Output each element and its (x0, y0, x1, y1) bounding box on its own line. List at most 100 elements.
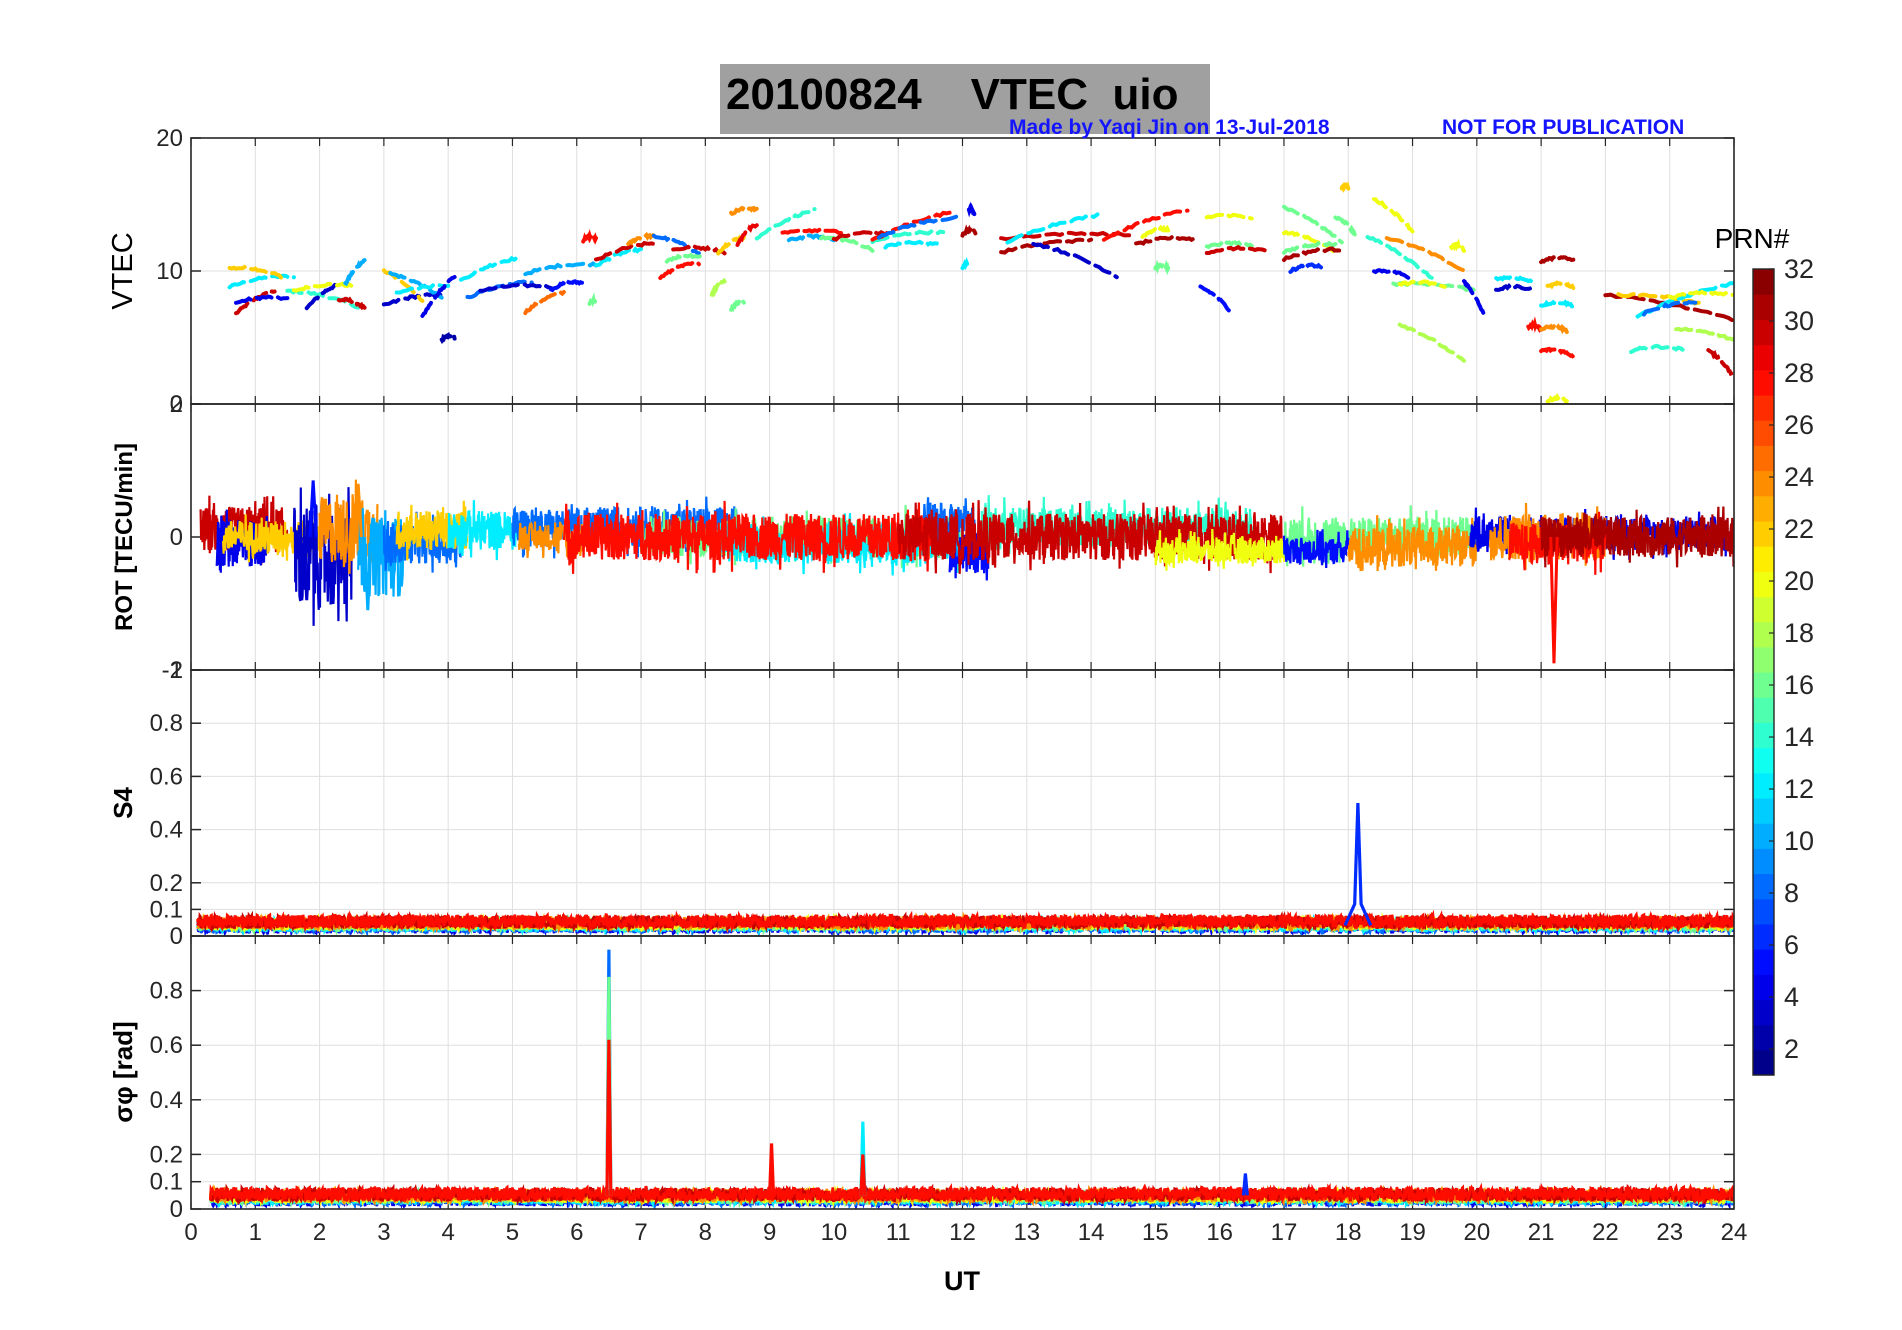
vtec-prn-8 (1642, 299, 1698, 317)
vtec-prn-8 (651, 233, 701, 256)
colorbar-cell (1753, 470, 1774, 497)
y-tick-label: 0.6 (150, 763, 183, 790)
vtec-prn-28 (1101, 208, 1190, 242)
vtec-prn-3 (1494, 282, 1537, 294)
colorbar-cell (1753, 722, 1774, 749)
colorbar-cell (1753, 269, 1774, 295)
vtec-prn-14 (1365, 235, 1434, 280)
y-tick-label: 0 (170, 391, 183, 418)
vtec-prn-28 (1539, 346, 1576, 359)
colorbar-tick-label: 4 (1784, 982, 1799, 1012)
x-tick-label: 15 (1142, 1219, 1169, 1246)
y-axis-label: σφ [rad] (108, 1021, 138, 1122)
vtec-prn-24 (626, 231, 656, 246)
title-date: 20100824 (726, 70, 922, 119)
colorbar-tick-label: 16 (1784, 670, 1814, 700)
colorbar-cell (1753, 445, 1774, 472)
rot-prn-8 (382, 511, 463, 573)
vtec-prn-30 (1706, 348, 1734, 379)
vtec-prn-3 (1031, 241, 1119, 280)
colorbar-cell (1753, 546, 1774, 572)
colorbar-tick-label: 28 (1784, 358, 1814, 388)
colorbar-cell (1753, 394, 1774, 421)
s4-prn-28 (196, 909, 1734, 933)
vtec-prn-25 (523, 289, 566, 316)
colorbar-tick-label: 8 (1784, 878, 1799, 908)
colorbar-cell (1753, 596, 1774, 623)
colorbar-cell (1753, 747, 1774, 774)
colorbar-cell (1753, 571, 1774, 598)
vtec-prn-20 (1372, 197, 1415, 234)
x-tick-label: 16 (1206, 1219, 1233, 1246)
vtec-prn-10 (786, 233, 836, 243)
y-tick-label: -2 (162, 657, 183, 684)
rot-spike-prn-28 (1549, 536, 1559, 664)
vtec-prn-5 (1198, 284, 1235, 317)
vtec-prn-10 (388, 271, 444, 300)
vtec-prn-20 (1397, 279, 1447, 289)
colorbar-cell (1753, 294, 1774, 320)
x-axis-label: UT (944, 1266, 980, 1296)
x-tick-label: 22 (1592, 1219, 1619, 1246)
y-tick-label: 0 (170, 1196, 183, 1223)
colorbar-cell (1753, 999, 1774, 1026)
vtec-prn-12 (1635, 281, 1734, 319)
x-tick-label: 21 (1528, 1219, 1555, 1246)
vtec-prn-12 (960, 256, 971, 274)
vtec-prn-28 (581, 228, 598, 245)
vtec-prn-16 (1282, 240, 1338, 255)
y-tick-label: 10 (156, 258, 183, 285)
rot-prn-22 (395, 500, 469, 561)
colorbar-cell (1753, 823, 1774, 849)
vtec-prn-22 (227, 264, 283, 280)
vtec-prn-12 (459, 254, 521, 282)
colorbar-cell (1753, 369, 1774, 396)
vtec-prn-30 (594, 240, 656, 262)
vtec-prn-30 (671, 244, 727, 256)
rot-spike-prn-3 (302, 536, 312, 601)
colorbar-cell (1753, 697, 1774, 723)
vtec-prn-16 (1204, 239, 1254, 250)
sigma-phi-spike-prn-28 (768, 1143, 776, 1196)
y-tick-label: 0.1 (150, 896, 183, 923)
vtec-prn-5 (549, 279, 586, 293)
colorbar-cell (1753, 495, 1774, 522)
rot-prn-30 (897, 500, 1286, 574)
vtec-prn-16 (1153, 259, 1171, 276)
rot-series (199, 479, 1734, 664)
x-tick-label: 3 (377, 1219, 390, 1246)
vtec-series (227, 178, 1734, 404)
rot-spike-prn-24 (353, 483, 363, 538)
y-axis-label: ROT [TECU/min] (111, 443, 138, 631)
vtec-prn-20 (1204, 212, 1254, 221)
colorbar-tick-label: 18 (1784, 618, 1814, 648)
colorbar-cell (1753, 848, 1774, 875)
x-tick-label: 19 (1399, 1219, 1426, 1246)
colorbar-cell (1753, 974, 1774, 1001)
vtec-prn-20 (1140, 224, 1171, 239)
colorbar-tick-label: 10 (1784, 826, 1814, 856)
colorbar-tick-label: 26 (1784, 410, 1814, 440)
x-tick-label: 4 (441, 1219, 454, 1246)
y-tick-label: 0.8 (150, 978, 183, 1005)
vtec-prn-24 (729, 204, 759, 216)
colorbar-cell (1753, 873, 1774, 900)
vtec-prn-20 (1667, 289, 1734, 300)
vtec-prn-20 (291, 281, 354, 293)
colorbar-tick-label: 32 (1784, 254, 1814, 284)
vtec-prn-3 (478, 282, 553, 293)
x-tick-label: 1 (249, 1219, 262, 1246)
rot-spike-prn-5 (308, 480, 318, 538)
x-tick-label: 9 (763, 1219, 776, 1246)
x-tick-label: 12 (949, 1219, 976, 1246)
vtec-prn-14 (870, 228, 946, 244)
vtec-prn-14 (754, 207, 817, 241)
vtec-prn-12 (394, 282, 451, 295)
x-axis: 0 1 2 3 4 5 6 7 8 9 10 11 12 13 14 15 16 17 18 19 20 21 22 23 24 (184, 1219, 1747, 1246)
vtec-prn-31 (1282, 246, 1344, 262)
vtec-prn-29 (735, 223, 759, 247)
vtec-prn-18 (709, 277, 727, 298)
title-main: VTEC uio (970, 70, 1179, 119)
s4-panel: 00.10.2 0.4 0.6 0.8 1 S4 (108, 657, 1735, 950)
